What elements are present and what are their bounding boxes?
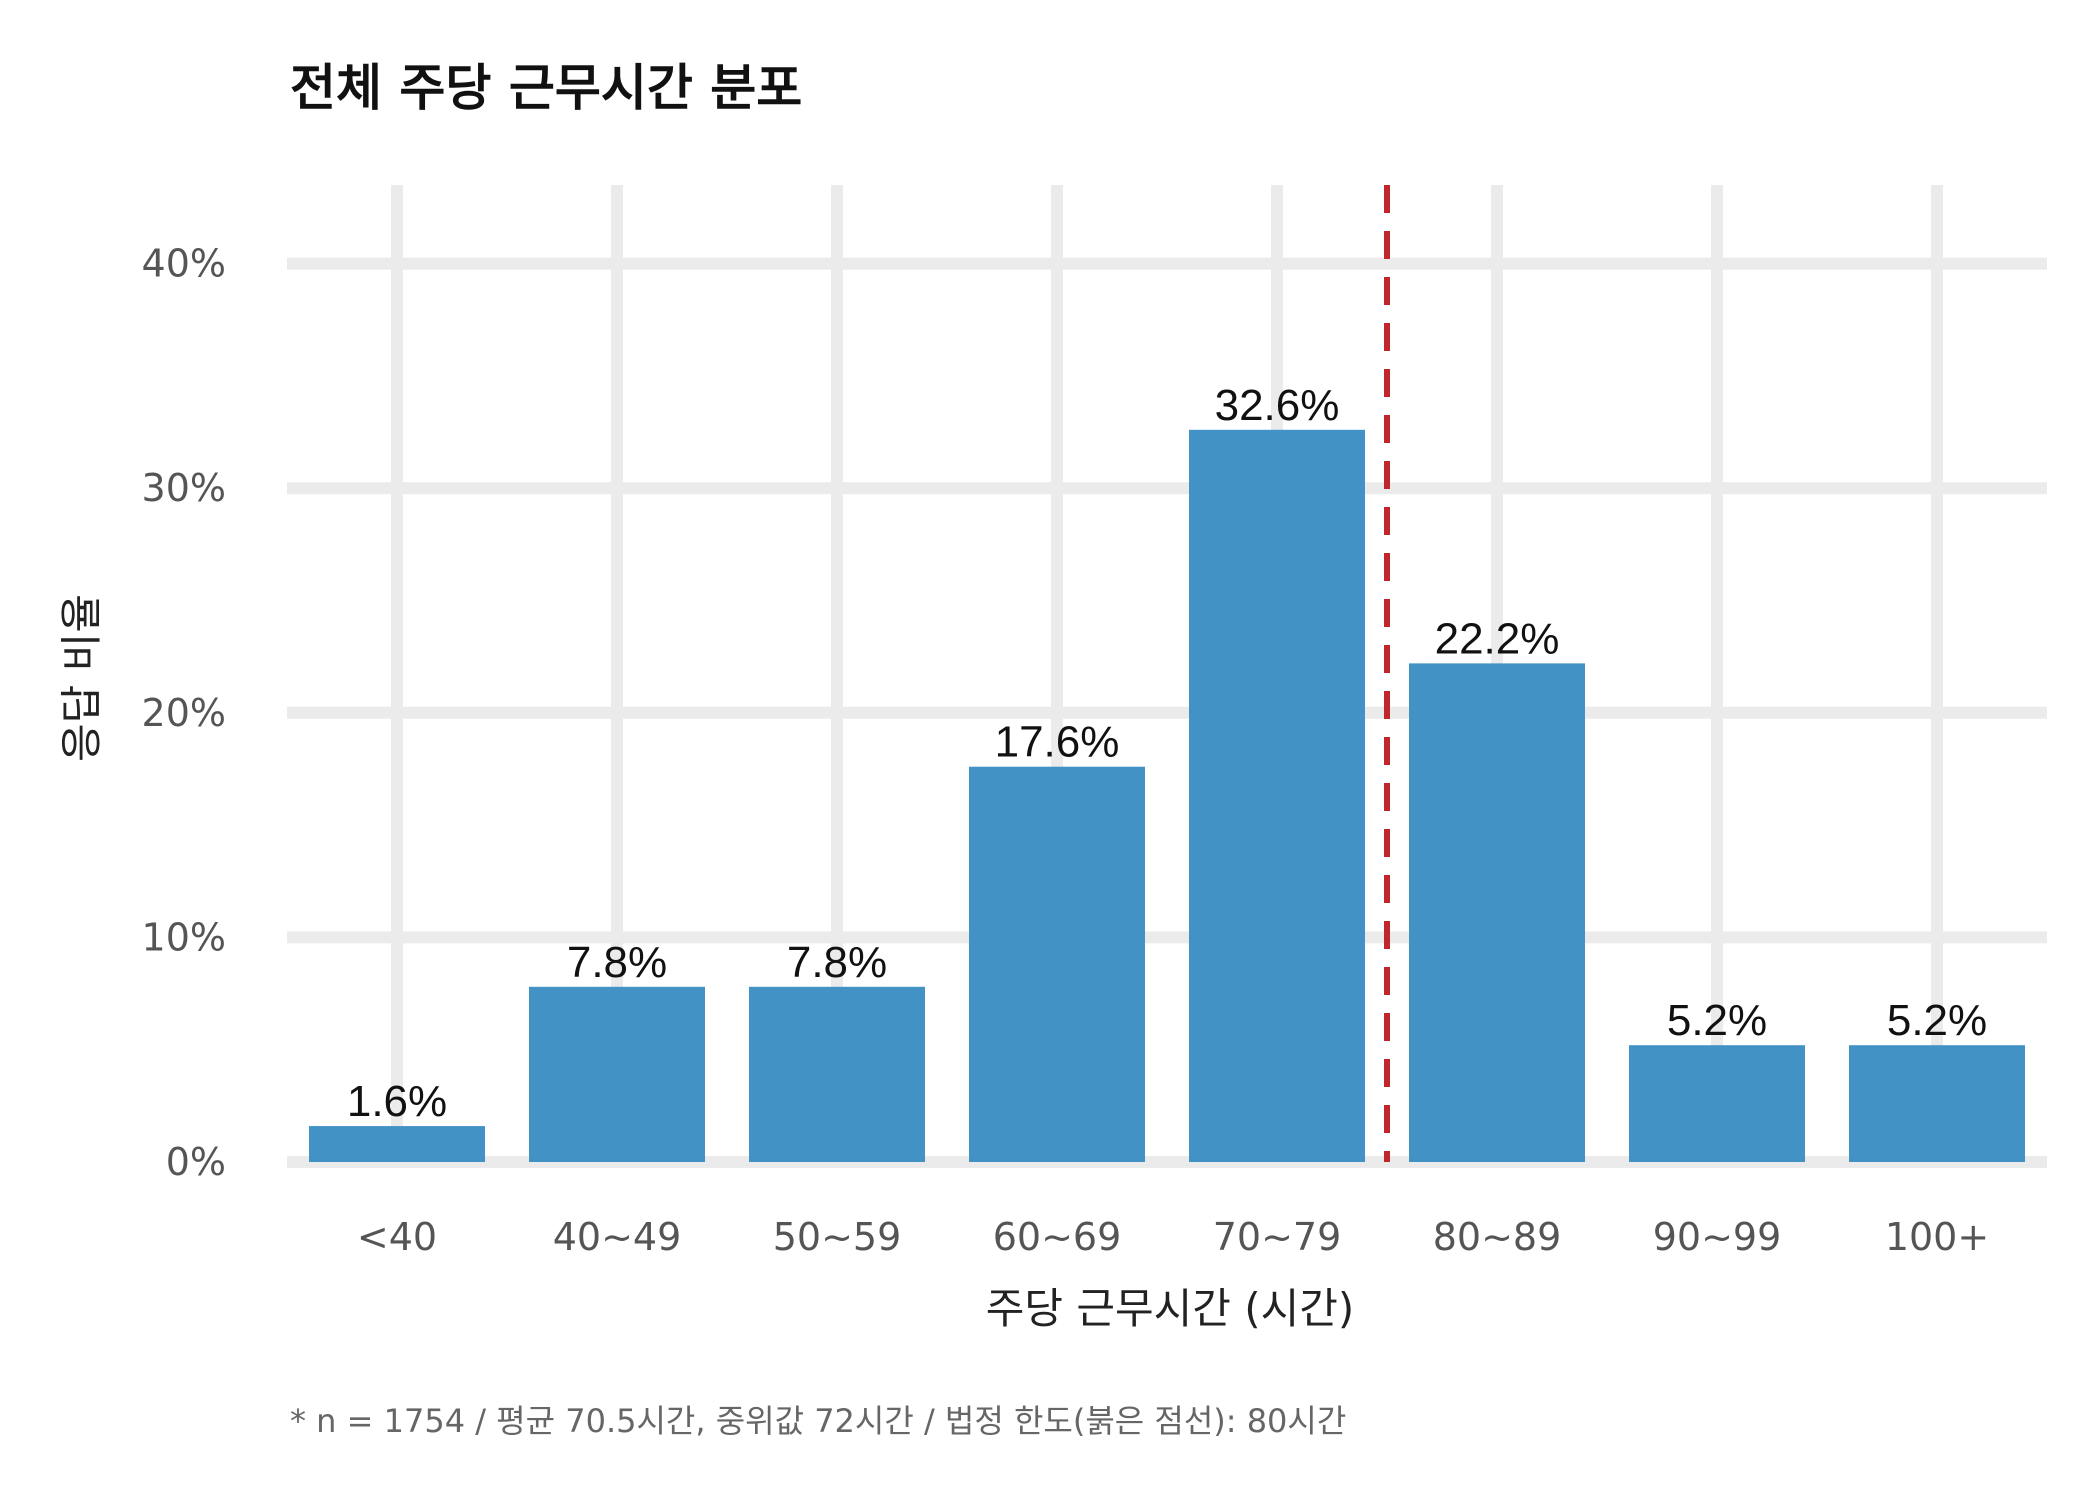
x-axis-label: 주당 근무시간 (시간) bbox=[986, 1284, 1355, 1333]
y-tick-label: 40% bbox=[142, 242, 226, 286]
bar bbox=[1189, 429, 1365, 1162]
x-tick-label: 90~99 bbox=[1653, 1215, 1782, 1259]
y-tick-label: 0% bbox=[166, 1140, 226, 1184]
x-tick-label: <40 bbox=[357, 1215, 437, 1259]
x-tick-label: 80~89 bbox=[1433, 1215, 1562, 1259]
y-tick-label: 10% bbox=[142, 915, 226, 959]
bar-value-label: 17.6% bbox=[995, 718, 1120, 767]
bar-value-label: 1.6% bbox=[347, 1077, 447, 1126]
x-tick-label: 50~59 bbox=[773, 1215, 902, 1259]
y-tick-label: 30% bbox=[142, 466, 226, 510]
bar-value-label: 5.2% bbox=[1887, 996, 1987, 1045]
bar bbox=[1849, 1045, 2025, 1162]
bar-value-label: 7.8% bbox=[787, 938, 887, 987]
bar-value-label: 5.2% bbox=[1667, 996, 1767, 1045]
bar-value-label: 7.8% bbox=[567, 938, 667, 987]
bar bbox=[969, 766, 1145, 1162]
bar bbox=[1409, 663, 1585, 1162]
bar-value-label: 22.2% bbox=[1435, 614, 1560, 663]
chart-title: 전체 주당 근무시간 분포 bbox=[290, 59, 802, 117]
y-axis-label: 응답 비율 bbox=[57, 594, 106, 762]
bar bbox=[309, 1126, 485, 1162]
bar bbox=[529, 986, 705, 1162]
bars bbox=[309, 429, 2025, 1162]
x-tick-label: 40~49 bbox=[553, 1215, 682, 1259]
y-tick-label: 20% bbox=[142, 691, 226, 735]
x-tick-label: 60~69 bbox=[993, 1215, 1122, 1259]
x-tick-label: 100+ bbox=[1885, 1215, 1989, 1259]
x-tick-label: 70~79 bbox=[1213, 1215, 1342, 1259]
grid-lines bbox=[287, 185, 2047, 1168]
chart-caption: * n = 1754 / 평균 70.5시간, 중위값 72시간 / 법정 한도… bbox=[290, 1402, 1346, 1440]
bar-value-labels: 1.6% 7.8% 7.8% 17.6% 32.6% 22.2% 5.2% 5.2% bbox=[347, 381, 1987, 1126]
bar bbox=[749, 986, 925, 1162]
x-tick-labels: <40 40~49 50~59 60~69 70~79 80~89 90~99 100+ bbox=[357, 1215, 1989, 1259]
bar bbox=[1629, 1045, 1805, 1162]
bar-value-label: 32.6% bbox=[1215, 381, 1340, 430]
y-tick-labels: 0% 10% 20% 30% 40% bbox=[142, 242, 226, 1184]
